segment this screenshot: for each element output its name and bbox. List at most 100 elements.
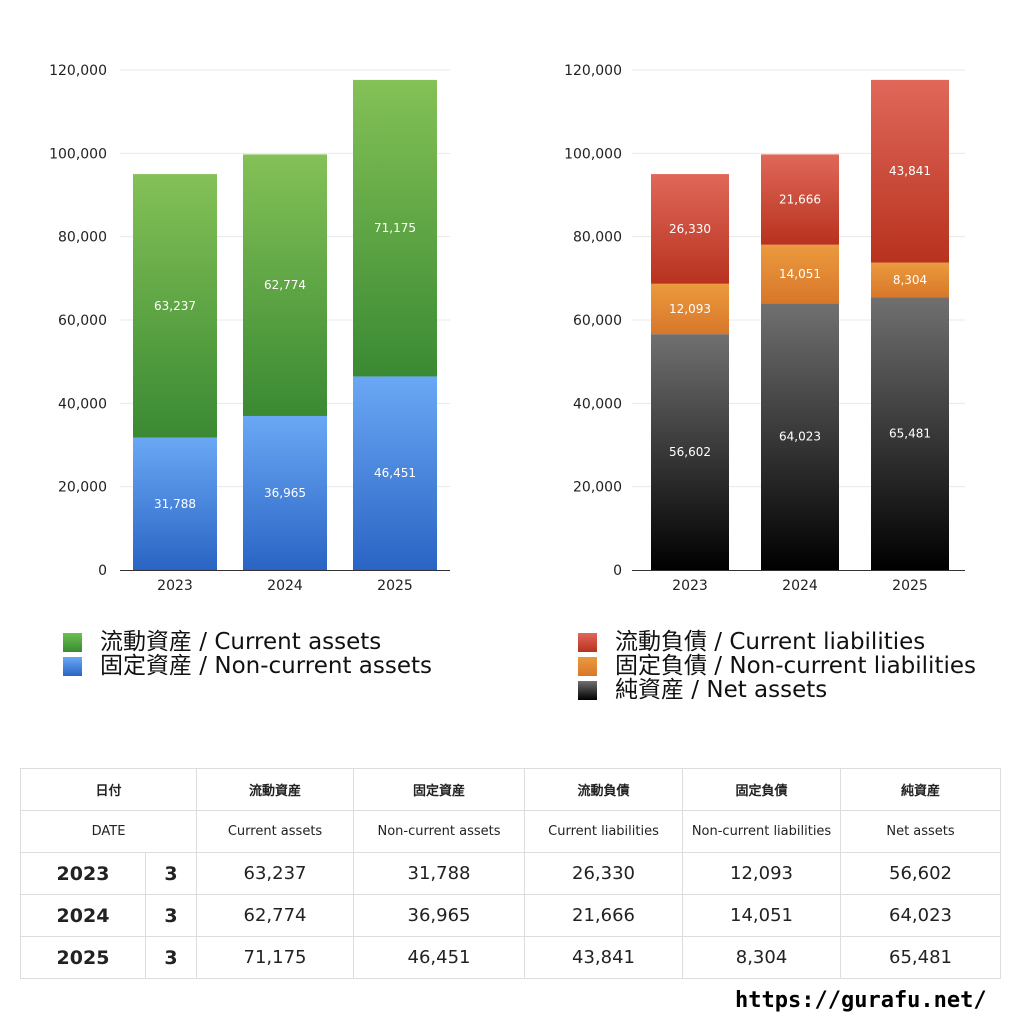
data-label: 21,666: [779, 193, 821, 207]
value-cell: 56,602: [840, 852, 1002, 895]
year-cell: 2025: [20, 936, 146, 979]
header-row-en: DATE Current assets Non-current assets C…: [19, 810, 1002, 853]
value-cell: 21,666: [524, 894, 684, 937]
value-cell: 8,304: [682, 936, 842, 979]
legend-label: 固定資産 / Non-current assets: [100, 653, 433, 679]
legend-swatch: [578, 632, 597, 652]
bar-segment: [871, 297, 949, 570]
month-cell: 3: [144, 936, 198, 979]
data-label: 71,175: [374, 221, 416, 235]
data-label: 8,304: [893, 273, 927, 287]
data-label: 14,051: [779, 267, 821, 281]
legend-swatch: [63, 656, 82, 676]
bar-segment: [243, 415, 327, 570]
data-table: 日付 流動資産 固定資産 流動負債 固定負債 純資産 DATE Current …: [19, 768, 1002, 979]
header-cell: 固定負債: [682, 768, 842, 811]
legend-swatch: [578, 680, 597, 700]
x-tick-label: 2025: [377, 578, 413, 594]
data-label: 64,023: [779, 430, 821, 444]
table-row: 2024 3 62,774 36,965 21,666 14,051 64,023: [20, 894, 1002, 937]
value-cell: 14,051: [682, 894, 842, 937]
data-label: 43,841: [889, 164, 931, 178]
data-label: 31,788: [154, 497, 196, 511]
value-cell: 36,965: [353, 894, 526, 937]
header-cell: 日付: [19, 768, 198, 811]
y-tick-label: 0: [613, 563, 622, 579]
y-tick-label: 120,000: [564, 63, 622, 79]
legend-assets: 流動資産 / Current assets 固定資産 / Non-current…: [63, 630, 432, 678]
y-tick-label: 60,000: [573, 313, 622, 329]
legend-swatch: [63, 632, 82, 652]
value-cell: 43,841: [524, 936, 684, 979]
bar-segment: [133, 174, 217, 438]
header-cell: Net assets: [840, 810, 1002, 853]
legend-label: 流動負債 / Current liabilities: [615, 629, 926, 655]
table-row: 2025 3 71,175 46,451 43,841 8,304 65,481: [20, 936, 1002, 979]
bar-segment: [871, 262, 949, 298]
y-tick-label: 40,000: [58, 396, 107, 412]
legend-label: 流動資産 / Current assets: [100, 629, 382, 655]
value-cell: 63,237: [196, 852, 355, 895]
chart-1: 0 20,000 40,000 60,000 80,000 100,000 120,000 5…: [564, 63, 965, 594]
chart-0: 0 20,000 40,000 60,000 80,000 100,000 120,000 3…: [49, 63, 450, 594]
data-label: 36,965: [264, 486, 306, 500]
bar-segment: [353, 79, 437, 377]
year-cell: 2023: [20, 852, 146, 895]
x-tick-label: 2024: [782, 578, 818, 594]
data-label: 63,237: [154, 299, 196, 313]
y-tick-label: 80,000: [58, 230, 107, 246]
value-cell: 46,451: [353, 936, 526, 979]
header-cell: Non-current liabilities: [682, 810, 842, 853]
legend-item: 流動資産 / Current assets: [63, 630, 432, 654]
data-label: 62,774: [264, 278, 306, 292]
bar-segment: [651, 174, 729, 284]
legend-item: 固定資産 / Non-current assets: [63, 654, 432, 678]
data-label: 65,481: [889, 427, 931, 441]
header-cell: Current assets: [196, 810, 355, 853]
site-url: https://gurafu.net/: [735, 988, 987, 1013]
value-cell: 26,330: [524, 852, 684, 895]
y-tick-label: 100,000: [49, 146, 107, 162]
legend-item: 固定負債 / Non-current liabilities: [578, 654, 976, 678]
y-tick-label: 0: [98, 563, 107, 579]
x-tick-label: 2025: [892, 578, 928, 594]
data-label: 12,093: [669, 302, 711, 316]
x-tick-label: 2023: [157, 578, 193, 594]
value-cell: 64,023: [840, 894, 1002, 937]
x-tick-label: 2023: [672, 578, 708, 594]
header-cell: 純資産: [840, 768, 1002, 811]
data-label: 46,451: [374, 466, 416, 480]
y-tick-label: 20,000: [573, 480, 622, 496]
data-label: 26,330: [669, 222, 711, 236]
bar-segment: [651, 283, 729, 335]
value-cell: 62,774: [196, 894, 355, 937]
data-label: 56,602: [669, 445, 711, 459]
y-tick-label: 60,000: [58, 313, 107, 329]
year-cell: 2024: [20, 894, 146, 937]
charts: 0 20,000 40,000 60,000 80,000 100,000 120,000 3…: [49, 63, 965, 594]
header-cell: 流動資産: [196, 768, 355, 811]
bar-segment: [761, 154, 839, 245]
table-row: 2023 3 63,237 31,788 26,330 12,093 56,602: [20, 852, 1002, 895]
legend-item: 流動負債 / Current liabilities: [578, 630, 976, 654]
value-cell: 65,481: [840, 936, 1002, 979]
bar-segment: [761, 303, 839, 570]
y-tick-label: 100,000: [564, 146, 622, 162]
month-cell: 3: [144, 852, 198, 895]
legend-label: 固定負債 / Non-current liabilities: [615, 653, 976, 679]
header-cell: Current liabilities: [524, 810, 684, 853]
bar-segment: [353, 376, 437, 570]
bar-segment: [651, 334, 729, 570]
month-cell: 3: [144, 894, 198, 937]
header-cell: Non-current assets: [353, 810, 526, 853]
bar-segment: [133, 437, 217, 570]
legend-swatch: [578, 656, 597, 676]
bar-segment: [871, 79, 949, 263]
value-cell: 31,788: [353, 852, 526, 895]
value-cell: 71,175: [196, 936, 355, 979]
header-row-jp: 日付 流動資産 固定資産 流動負債 固定負債 純資産: [19, 768, 1002, 811]
legend-liabilities: 流動負債 / Current liabilities 固定負債 / Non-cu…: [578, 630, 976, 702]
legend-item: 純資産 / Net assets: [578, 678, 976, 702]
header-cell: 流動負債: [524, 768, 684, 811]
